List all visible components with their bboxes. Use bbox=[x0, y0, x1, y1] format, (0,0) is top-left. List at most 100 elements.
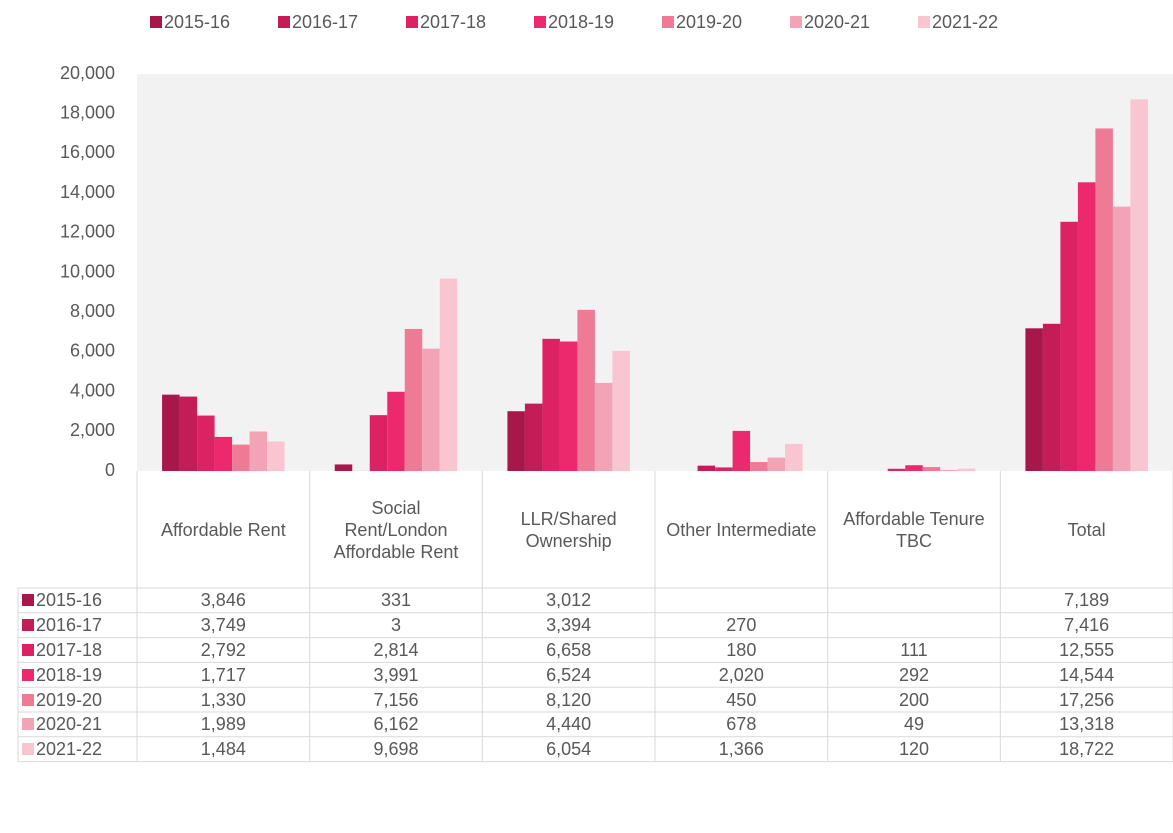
row-header: 2016-17 bbox=[18, 613, 137, 638]
legend-label: 2019-20 bbox=[676, 12, 743, 32]
bar bbox=[232, 444, 250, 471]
bar bbox=[422, 348, 440, 471]
table-cell: 1,366 bbox=[718, 739, 764, 760]
bar bbox=[767, 457, 786, 471]
category-label: Other Intermediate bbox=[666, 519, 817, 540]
table-cell: 1,989 bbox=[200, 714, 246, 735]
bar bbox=[334, 464, 353, 471]
bar bbox=[267, 441, 285, 471]
bar bbox=[197, 415, 215, 471]
table-cell: 1,330 bbox=[200, 689, 246, 710]
bar bbox=[905, 465, 923, 471]
row-swatch bbox=[22, 668, 34, 681]
legend-label: 2017-18 bbox=[420, 12, 487, 32]
table-cell: 3 bbox=[390, 615, 401, 636]
table-cell: 3,991 bbox=[373, 664, 419, 685]
row-label: 2019-20 bbox=[36, 689, 103, 710]
row-swatch bbox=[22, 643, 34, 656]
row-swatch bbox=[22, 594, 34, 607]
table-cell: 9,698 bbox=[373, 739, 419, 760]
table-cell: 4,440 bbox=[546, 714, 592, 735]
bar bbox=[577, 309, 595, 471]
table-cell: 18,722 bbox=[1059, 739, 1115, 760]
bar bbox=[922, 467, 941, 471]
legend-item: 2015-16 bbox=[150, 10, 275, 34]
row-swatch bbox=[22, 693, 34, 706]
legend-label: 2016-17 bbox=[292, 12, 359, 32]
category-label: Social Rent/London Affordable Rent bbox=[333, 497, 459, 562]
table-cell: 450 bbox=[726, 689, 757, 710]
legend-item: 2021-22 bbox=[918, 10, 1043, 34]
bar bbox=[750, 462, 768, 471]
legend-swatch bbox=[278, 16, 290, 28]
row-header: 2017-18 bbox=[18, 638, 137, 663]
table-cell: 17,256 bbox=[1059, 689, 1115, 710]
row-label: 2018-19 bbox=[36, 664, 103, 685]
bar bbox=[507, 411, 525, 471]
bar bbox=[404, 328, 423, 471]
category-label: LLR/Shared Ownership bbox=[520, 508, 617, 551]
legend-item: 2016-17 bbox=[278, 10, 403, 34]
table-cell: 8,120 bbox=[546, 689, 592, 710]
y-tick-label: 2,000 bbox=[70, 420, 115, 440]
bar bbox=[697, 465, 716, 471]
bar bbox=[1095, 128, 1113, 472]
legend-label: 2018-19 bbox=[548, 12, 615, 32]
bar bbox=[1025, 328, 1043, 471]
table-cell: 6,162 bbox=[373, 714, 419, 735]
table-cell: 270 bbox=[726, 615, 757, 636]
category-label: Affordable Tenure TBC bbox=[843, 508, 985, 551]
table-cell: 13,318 bbox=[1059, 714, 1115, 735]
bar bbox=[1042, 323, 1061, 471]
y-tick-label: 18,000 bbox=[60, 102, 115, 122]
row-label: 2020-21 bbox=[36, 714, 103, 735]
table-cell: 6,658 bbox=[546, 639, 592, 660]
legend-label: 2015-16 bbox=[164, 12, 231, 32]
row-header: 2020-21 bbox=[18, 712, 137, 737]
bar bbox=[542, 338, 560, 471]
bar bbox=[612, 350, 630, 471]
bar bbox=[594, 382, 613, 471]
bar bbox=[887, 468, 906, 471]
table-cell: 6,054 bbox=[546, 739, 592, 760]
bar bbox=[732, 430, 751, 471]
table-cell: 2,792 bbox=[200, 639, 246, 660]
table-cell: 49 bbox=[903, 714, 924, 735]
row-label: 2015-16 bbox=[36, 590, 103, 611]
table-cell: 292 bbox=[898, 664, 929, 685]
y-tick-label: 16,000 bbox=[60, 142, 115, 162]
bar bbox=[1060, 221, 1078, 471]
legend-item: 2019-20 bbox=[662, 10, 787, 34]
y-tick-label: 14,000 bbox=[60, 182, 115, 202]
legend-label: 2020-21 bbox=[804, 12, 871, 32]
table-cell: 331 bbox=[380, 590, 411, 611]
bar bbox=[1077, 182, 1096, 471]
legend-swatch bbox=[150, 16, 162, 28]
y-tick-label: 12,000 bbox=[60, 222, 115, 242]
y-tick-label: 4,000 bbox=[70, 380, 115, 400]
table-cell: 6,524 bbox=[546, 664, 592, 685]
bar bbox=[179, 396, 198, 471]
bar bbox=[957, 468, 976, 471]
legend-swatch bbox=[406, 16, 418, 28]
row-label: 2021-22 bbox=[36, 739, 103, 760]
y-tick-label: 0 bbox=[105, 460, 115, 480]
y-tick-label: 10,000 bbox=[60, 261, 115, 281]
y-tick-label: 6,000 bbox=[70, 341, 115, 361]
table-cell: 3,846 bbox=[200, 590, 246, 611]
table-cell: 3,749 bbox=[200, 615, 246, 636]
legend-item: 2018-19 bbox=[534, 10, 659, 34]
row-label: 2016-17 bbox=[36, 615, 103, 636]
category-label: Affordable Rent bbox=[160, 519, 286, 540]
y-tick-label: 8,000 bbox=[70, 301, 115, 321]
row-swatch bbox=[22, 743, 34, 756]
legend-swatch bbox=[534, 16, 546, 28]
table-cell: 2,020 bbox=[718, 664, 764, 685]
row-swatch bbox=[22, 619, 34, 632]
plot-background bbox=[137, 74, 1173, 471]
table-cell: 111 bbox=[900, 639, 928, 660]
table-cell: 14,544 bbox=[1059, 664, 1115, 685]
row-header: 2021-22 bbox=[18, 737, 137, 762]
